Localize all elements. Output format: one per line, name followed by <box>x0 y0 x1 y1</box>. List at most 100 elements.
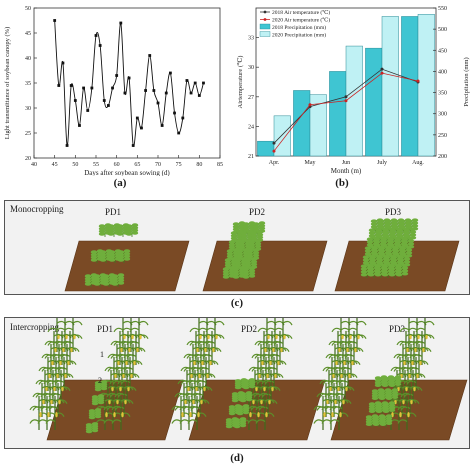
soybean-leaf <box>224 258 232 262</box>
data-point <box>189 91 193 95</box>
maize-leaf <box>32 392 43 398</box>
inter-pd3-label: PD3 <box>389 324 406 334</box>
soybean-leaf <box>108 252 116 257</box>
soybean-leaf <box>383 258 391 262</box>
maize-leaf <box>37 405 48 411</box>
soybean-plant <box>236 404 250 416</box>
soybean-leaf <box>90 250 98 254</box>
soybean-leaf <box>369 258 377 262</box>
data-point <box>61 61 65 65</box>
x-tick-label: Aug. <box>412 160 424 166</box>
precip-bar-2 <box>345 45 363 157</box>
soybean-leaf <box>248 242 256 247</box>
soybean-leaf <box>392 246 400 250</box>
maize-leaf <box>121 327 132 333</box>
mono-pd3-label: PD3 <box>385 207 402 217</box>
maize-leaf <box>329 405 340 411</box>
soybean-leaf <box>405 251 413 255</box>
maize-leaf <box>327 379 338 385</box>
soybean-leaf <box>252 227 260 232</box>
legend: 2018 Air temperature (℃)2020 Air tempera… <box>259 9 330 39</box>
soybean-leaf <box>97 394 105 398</box>
maize-cob <box>416 373 419 379</box>
maize-cob <box>340 373 343 379</box>
precip-bar-1 <box>329 71 347 157</box>
maize-cob <box>105 412 108 418</box>
maize-leaf <box>407 327 418 333</box>
soybean-leaf <box>364 246 372 250</box>
soybean-leaf <box>252 248 260 252</box>
temperature-point <box>416 79 420 83</box>
maize-cob <box>139 334 142 340</box>
soybean-leaf <box>364 249 372 253</box>
y2-tick-label: 450 <box>438 48 447 54</box>
maize-cob <box>422 347 425 353</box>
soybean-leaf <box>374 270 382 274</box>
maize-leaf <box>409 385 420 391</box>
soybean-leaf <box>409 233 417 237</box>
data-point <box>119 21 123 25</box>
soybean-leaf <box>377 222 385 226</box>
maize-leaf <box>187 419 198 424</box>
soybean-leaf <box>99 250 107 254</box>
data-point <box>202 81 205 85</box>
maize-plant <box>120 357 140 391</box>
soybean-leaf <box>398 219 406 223</box>
soybean-leaf <box>375 402 383 406</box>
data-point <box>94 34 98 37</box>
soybean-leaf <box>387 237 395 241</box>
maize-leaf <box>247 419 258 424</box>
data-point <box>185 79 189 82</box>
soybean-leaf <box>116 224 124 228</box>
intercropping-diagram: Intercropping PD1 PD2 PD3 1 2 <box>4 317 470 449</box>
soybean-leaf <box>409 230 417 234</box>
soybean-leaf <box>376 261 384 265</box>
data-point <box>69 84 73 87</box>
soybean-leaf <box>234 258 242 262</box>
maize-row-marker: 1 <box>100 350 104 359</box>
y-tick-label: 20 <box>25 156 31 162</box>
maize-cob <box>409 334 412 340</box>
maize-cob <box>199 334 202 340</box>
soybean-leaf <box>232 222 240 226</box>
soybean-leaf <box>232 272 240 277</box>
soybean-leaf <box>102 282 110 286</box>
soybean-leaf <box>397 261 405 265</box>
maize-cob <box>402 399 405 405</box>
maize-leaf <box>72 320 83 326</box>
precip-bar-1 <box>257 140 275 157</box>
data-point <box>193 81 197 85</box>
maize-cob <box>200 399 203 405</box>
soybean-leaf <box>368 231 376 235</box>
maize-cob <box>403 360 406 366</box>
maize-leaf <box>188 366 199 372</box>
soybean-leaf <box>93 279 101 284</box>
soybean-leaf <box>242 224 250 229</box>
maize-leaf <box>194 340 205 346</box>
maize-leaf <box>258 392 269 398</box>
temperature-point <box>272 149 276 153</box>
soybean-leaf <box>395 272 403 277</box>
maize-cob <box>203 386 206 392</box>
soybean-leaf <box>380 240 388 244</box>
soybean-leaf <box>373 237 381 241</box>
maize-cob <box>187 386 190 392</box>
maize-cob <box>331 412 334 418</box>
maize-cob <box>271 386 274 392</box>
data-point <box>73 99 77 102</box>
maize-cob <box>342 399 345 405</box>
soybean-leaf <box>401 269 409 273</box>
soybean-leaf <box>388 401 396 405</box>
soybean-leaf <box>244 263 252 268</box>
x-tick-label: 55 <box>93 162 99 168</box>
soybean-leaf <box>91 395 99 399</box>
soybean-leaf <box>84 279 92 284</box>
soybean-leaf <box>225 418 233 422</box>
soybean-leaf <box>392 249 400 253</box>
maize-cob <box>39 412 42 418</box>
soybean-leaf <box>256 232 264 237</box>
maize-cob <box>343 360 346 366</box>
soybean-leaf <box>258 223 266 228</box>
maize-leaf <box>333 353 344 359</box>
maize-cob <box>50 399 53 405</box>
